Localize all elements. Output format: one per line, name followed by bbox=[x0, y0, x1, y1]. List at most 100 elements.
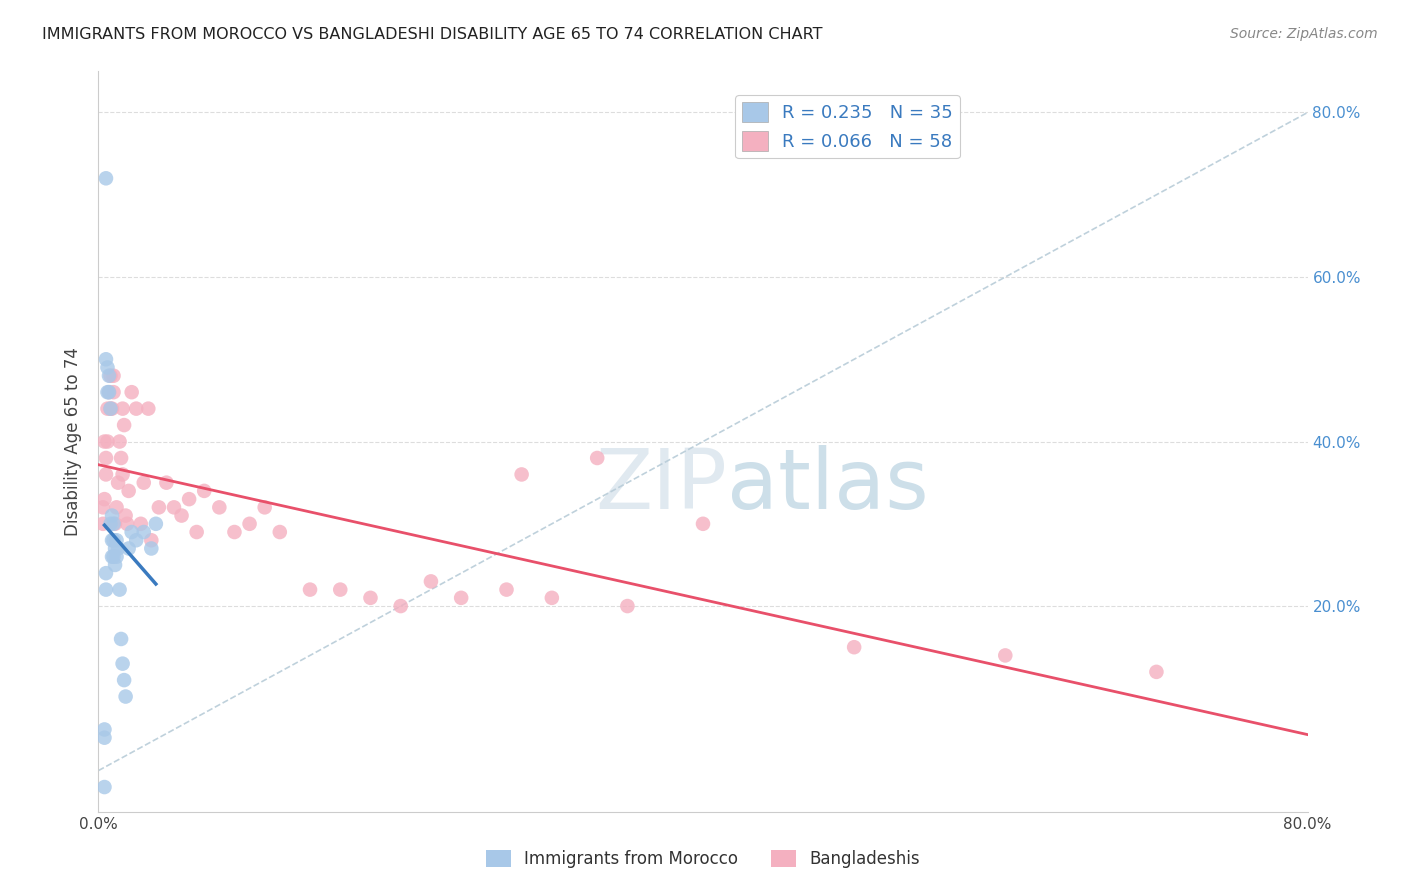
Point bbox=[103, 368, 125, 383]
Point bbox=[93, 723, 115, 737]
Point bbox=[136, 401, 159, 416]
Text: ZIP: ZIP bbox=[595, 445, 727, 526]
Point bbox=[141, 533, 163, 548]
Legend: R = 0.235   N = 35, R = 0.066   N = 58: R = 0.235 N = 35, R = 0.066 N = 58 bbox=[735, 95, 960, 159]
Point bbox=[118, 483, 141, 498]
Point bbox=[540, 591, 562, 605]
Point bbox=[111, 657, 134, 671]
Point bbox=[91, 516, 114, 531]
Point bbox=[98, 385, 121, 400]
Point bbox=[994, 648, 1017, 663]
Point bbox=[101, 401, 124, 416]
Point bbox=[94, 566, 117, 581]
Point bbox=[125, 533, 148, 548]
Point bbox=[193, 483, 215, 498]
Point bbox=[108, 582, 131, 597]
Point bbox=[100, 516, 122, 531]
Text: Source: ZipAtlas.com: Source: ZipAtlas.com bbox=[1230, 27, 1378, 41]
Point bbox=[114, 508, 136, 523]
Point bbox=[114, 690, 136, 704]
Point bbox=[121, 385, 143, 400]
Point bbox=[103, 385, 125, 400]
Point bbox=[299, 582, 322, 597]
Point bbox=[510, 467, 533, 482]
Point bbox=[96, 385, 118, 400]
Point bbox=[98, 368, 121, 383]
Point bbox=[132, 475, 155, 490]
Point bbox=[104, 516, 127, 531]
Point bbox=[148, 500, 170, 515]
Point bbox=[186, 524, 208, 539]
Point bbox=[93, 492, 115, 507]
Point bbox=[96, 360, 118, 375]
Point bbox=[118, 541, 141, 556]
Point bbox=[105, 533, 128, 548]
Point bbox=[104, 558, 127, 572]
Point bbox=[360, 591, 382, 605]
Point bbox=[170, 508, 193, 523]
Point bbox=[224, 524, 246, 539]
Point bbox=[93, 731, 115, 745]
Point bbox=[586, 450, 609, 465]
Point bbox=[155, 475, 177, 490]
Point bbox=[269, 524, 291, 539]
Point bbox=[107, 475, 129, 490]
Point bbox=[96, 401, 118, 416]
Point bbox=[112, 418, 135, 433]
Point bbox=[98, 385, 121, 400]
Y-axis label: Disability Age 65 to 74: Disability Age 65 to 74 bbox=[65, 347, 83, 536]
Point bbox=[93, 434, 115, 449]
Point bbox=[94, 171, 117, 186]
Point bbox=[100, 401, 122, 416]
Point bbox=[115, 516, 138, 531]
Point bbox=[692, 516, 714, 531]
Point bbox=[94, 352, 117, 367]
Point bbox=[163, 500, 186, 515]
Point bbox=[93, 780, 115, 794]
Point bbox=[94, 450, 117, 465]
Point bbox=[450, 591, 472, 605]
Point bbox=[208, 500, 231, 515]
Point bbox=[94, 582, 117, 597]
Point bbox=[111, 467, 134, 482]
Point bbox=[103, 533, 125, 548]
Point bbox=[101, 533, 124, 548]
Point bbox=[179, 492, 201, 507]
Point bbox=[104, 541, 127, 556]
Point bbox=[111, 401, 134, 416]
Point bbox=[420, 574, 443, 589]
Point bbox=[105, 549, 128, 564]
Point bbox=[844, 640, 866, 655]
Point bbox=[125, 401, 148, 416]
Point bbox=[121, 524, 143, 539]
Point bbox=[141, 541, 163, 556]
Point bbox=[329, 582, 352, 597]
Point bbox=[96, 434, 118, 449]
Point bbox=[94, 467, 117, 482]
Point bbox=[616, 599, 638, 613]
Point bbox=[103, 549, 125, 564]
Point bbox=[129, 516, 152, 531]
Point bbox=[239, 516, 262, 531]
Point bbox=[103, 516, 125, 531]
Point bbox=[495, 582, 517, 597]
Point bbox=[107, 541, 129, 556]
Point bbox=[91, 500, 114, 515]
Text: atlas: atlas bbox=[727, 445, 929, 526]
Legend: Immigrants from Morocco, Bangladeshis: Immigrants from Morocco, Bangladeshis bbox=[479, 843, 927, 875]
Point bbox=[108, 434, 131, 449]
Point bbox=[253, 500, 276, 515]
Text: IMMIGRANTS FROM MOROCCO VS BANGLADESHI DISABILITY AGE 65 TO 74 CORRELATION CHART: IMMIGRANTS FROM MOROCCO VS BANGLADESHI D… bbox=[42, 27, 823, 42]
Point bbox=[100, 401, 122, 416]
Point bbox=[101, 549, 124, 564]
Point bbox=[145, 516, 167, 531]
Point bbox=[1144, 665, 1167, 679]
Point bbox=[389, 599, 412, 613]
Point bbox=[110, 450, 132, 465]
Point bbox=[110, 632, 132, 646]
Point bbox=[112, 673, 135, 687]
Point bbox=[105, 500, 128, 515]
Point bbox=[101, 508, 124, 523]
Point bbox=[132, 524, 155, 539]
Point bbox=[100, 368, 122, 383]
